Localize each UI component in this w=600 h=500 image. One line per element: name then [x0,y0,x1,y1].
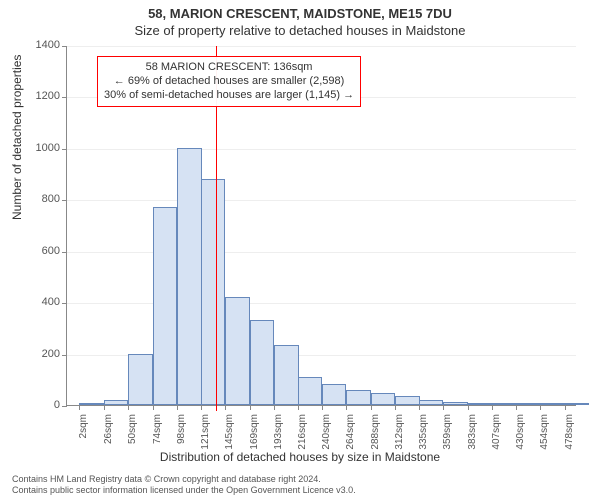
callout-box: 58 MARION CRESCENT: 136sqm← 69% of detac… [97,56,361,107]
x-tick-mark [443,405,444,410]
y-tick-label: 1000 [4,142,60,154]
x-tick-mark [225,405,226,410]
histogram-bar [153,207,177,405]
gridline [67,46,576,47]
x-tick-mark [492,405,493,410]
histogram-bar [128,354,152,405]
x-tick-label: 359sqm [442,414,453,454]
y-tick-mark [62,149,67,150]
callout-line-3: 30% of semi-detached houses are larger (… [104,89,354,103]
x-tick-mark [298,405,299,410]
x-tick-mark [153,405,154,410]
histogram-bar [371,393,395,405]
y-tick-label: 800 [4,193,60,205]
footer-line-2: Contains public sector information licen… [12,485,356,496]
x-tick-label: 312sqm [394,414,405,454]
histogram-bar [419,400,443,405]
x-tick-mark [104,405,105,410]
histogram-bar [468,403,492,405]
y-tick-label: 200 [4,348,60,360]
histogram-bar [516,403,540,405]
y-tick-label: 400 [4,296,60,308]
x-tick-mark [565,405,566,410]
histogram-bar [225,297,249,405]
x-tick-label: 264sqm [345,414,356,454]
y-tick-label: 600 [4,245,60,257]
y-tick-mark [62,97,67,98]
x-tick-label: 240sqm [321,414,332,454]
histogram-bar [322,384,346,405]
x-tick-mark [79,405,80,410]
gridline [67,200,576,201]
x-tick-mark [128,405,129,410]
x-tick-mark [468,405,469,410]
x-tick-mark [274,405,275,410]
x-tick-label: 26sqm [103,414,114,454]
footer-attribution: Contains HM Land Registry data © Crown c… [12,474,356,497]
y-tick-mark [62,46,67,47]
chart-container: 58, MARION CRESCENT, MAIDSTONE, ME15 7DU… [0,0,600,500]
x-tick-mark [371,405,372,410]
callout-line-2: ← 69% of detached houses are smaller (2,… [104,75,354,89]
x-tick-label: 121sqm [200,414,211,454]
y-tick-label: 1200 [4,90,60,102]
x-tick-mark [250,405,251,410]
callout-line-1: 58 MARION CRESCENT: 136sqm [104,61,354,75]
page-subtitle: Size of property relative to detached ho… [0,21,600,38]
y-tick-mark [62,252,67,253]
x-tick-mark [395,405,396,410]
x-tick-label: 2sqm [78,414,89,454]
y-tick-label: 1400 [4,39,60,51]
x-tick-mark [322,405,323,410]
y-tick-mark [62,355,67,356]
x-tick-label: 454sqm [539,414,550,454]
histogram-bar [177,148,201,405]
histogram-bar [346,390,370,405]
histogram-bar [79,403,103,405]
x-tick-label: 98sqm [176,414,187,454]
x-tick-label: 145sqm [224,414,235,454]
y-tick-mark [62,406,67,407]
x-tick-label: 288sqm [370,414,381,454]
histogram-bar [104,400,128,405]
histogram-bar [201,179,225,405]
x-tick-label: 193sqm [273,414,284,454]
histogram-bar [395,396,419,405]
page-title: 58, MARION CRESCENT, MAIDSTONE, ME15 7DU [0,0,600,21]
x-tick-label: 216sqm [297,414,308,454]
histogram-bar [492,403,516,405]
histogram-bar [565,403,589,405]
x-tick-mark [201,405,202,410]
histogram-bar [540,403,564,405]
histogram-bar [250,320,274,405]
x-tick-mark [419,405,420,410]
gridline [67,149,576,150]
y-tick-mark [62,200,67,201]
gridline [67,252,576,253]
histogram-bar [274,345,298,405]
x-tick-mark [346,405,347,410]
histogram-bar [443,402,467,405]
x-tick-label: 478sqm [564,414,575,454]
x-tick-mark [540,405,541,410]
plot-area-wrap: 58 MARION CRESCENT: 136sqm← 69% of detac… [66,46,576,406]
x-tick-label: 383sqm [467,414,478,454]
x-tick-mark [177,405,178,410]
x-tick-label: 169sqm [249,414,260,454]
plot-area: 58 MARION CRESCENT: 136sqm← 69% of detac… [66,46,576,406]
y-tick-label: 0 [4,399,60,411]
x-tick-label: 335sqm [418,414,429,454]
x-tick-label: 430sqm [515,414,526,454]
x-tick-label: 50sqm [127,414,138,454]
x-tick-mark [516,405,517,410]
histogram-bar [298,377,322,405]
footer-line-1: Contains HM Land Registry data © Crown c… [12,474,356,485]
x-tick-label: 407sqm [491,414,502,454]
gridline [67,303,576,304]
x-tick-label: 74sqm [152,414,163,454]
y-tick-mark [62,303,67,304]
